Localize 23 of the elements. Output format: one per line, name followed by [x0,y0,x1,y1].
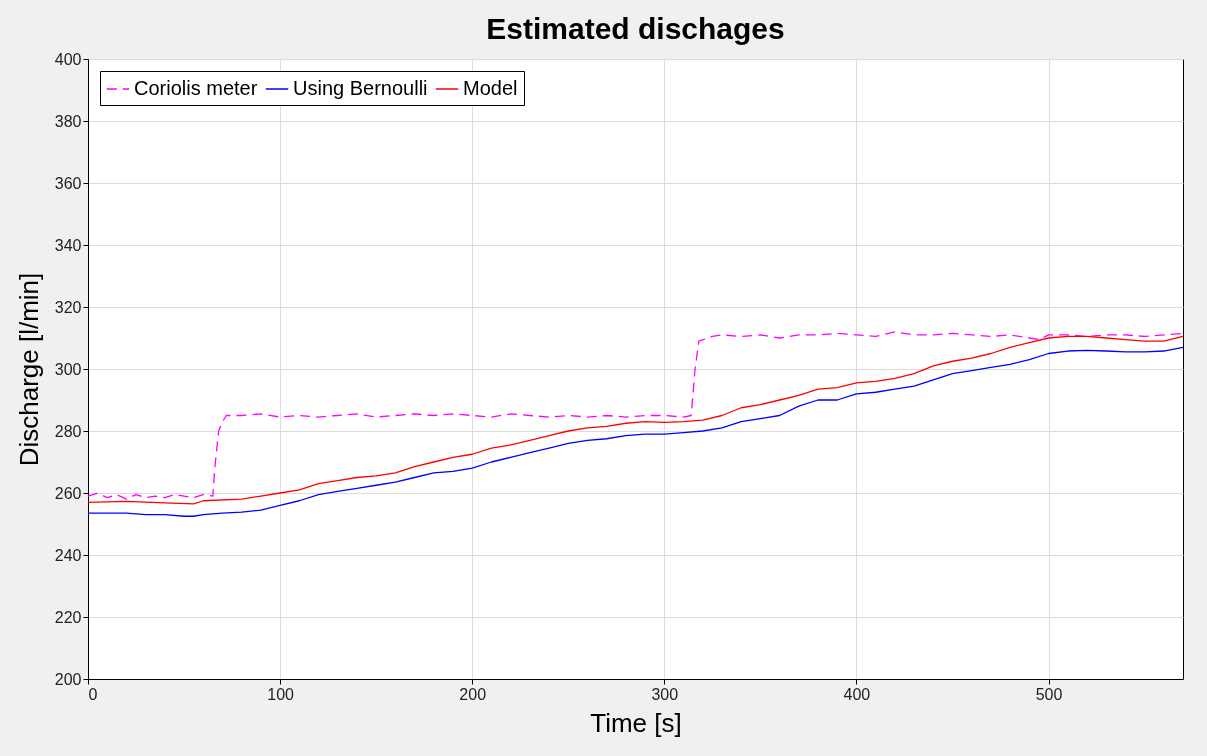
x-tick-label: 400 [843,685,871,703]
y-tick-label: 360 [54,174,82,192]
y-tick-label: 400 [54,50,82,68]
x-tick-label: 200 [459,685,487,703]
y-tick-label: 320 [54,298,82,316]
x-axis-title: Time [s] [590,707,682,738]
y-tick-label: 200 [54,670,82,688]
x-tick-label: 100 [267,685,295,703]
y-tick-label: 220 [54,608,82,626]
x-tick-label: 300 [651,685,679,703]
x-tick-label: 0 [88,685,98,703]
y-tick-label: 300 [54,360,82,378]
y-axis-title: Discharge [l/min] [13,272,44,467]
y-tick-label: 280 [54,422,82,440]
y-tick-label: 340 [54,236,82,254]
y-tick-label: 240 [54,546,82,564]
legend-label: Model [463,77,518,99]
chart-title: Estimated dischages [486,12,785,45]
y-tick-label: 380 [54,112,82,130]
legend-label: Coriolis meter [134,77,258,99]
y-tick-label: 260 [54,484,82,502]
legend-label: Using Bernoulli [293,77,428,99]
x-tick-label: 500 [1035,685,1063,703]
